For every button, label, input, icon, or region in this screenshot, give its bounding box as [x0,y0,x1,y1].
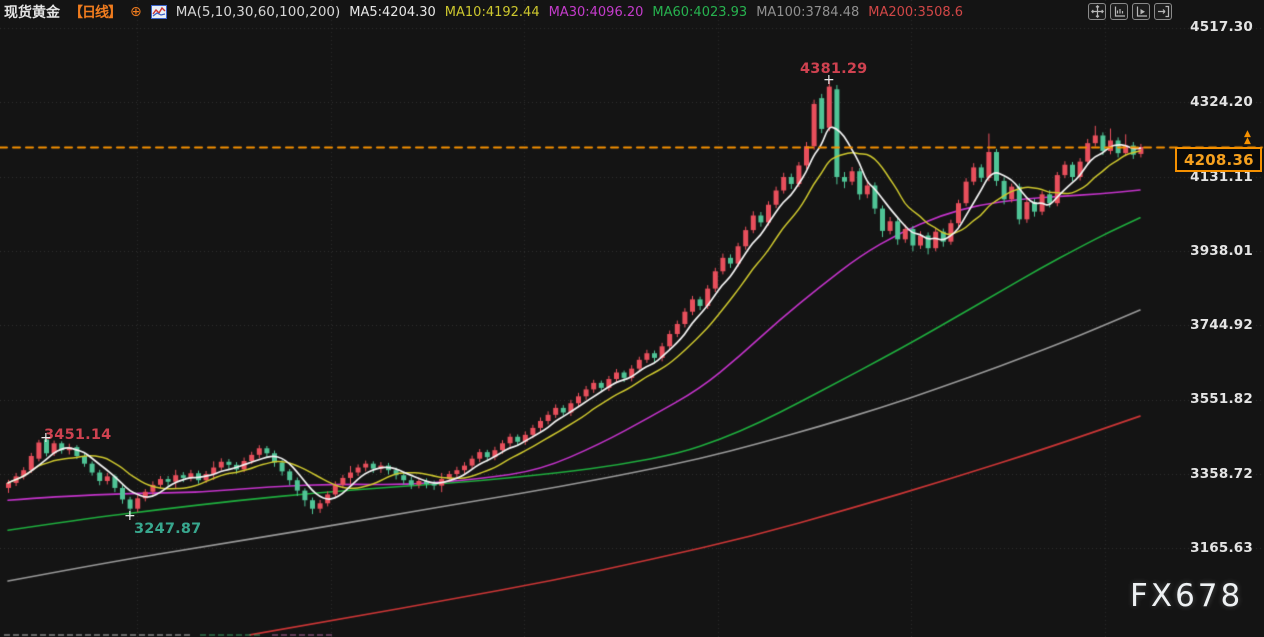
indicator-chart-icon[interactable] [150,5,167,19]
peak-marker-icon [823,73,835,87]
y-axis-label: 4517.30 [1190,19,1253,35]
ma-formula-label: MA(5,10,30,60,100,200) [175,4,341,20]
ma60-value: MA60:4023.93 [652,4,748,20]
ma200-value: MA200:3508.6 [868,4,964,20]
exit-view-button[interactable] [1154,3,1172,20]
current-price-badge: 4208.36 [1175,147,1262,172]
left-low-marker-icon [124,509,136,523]
axis-scale-button[interactable] [1110,3,1128,20]
circle-plus-icon[interactable]: ⊕ [130,4,142,20]
period-label: 【日线】 [69,5,122,21]
left-high-marker-icon [40,431,52,445]
price-up-arrows-icon [1244,131,1251,145]
ma100-value: MA100:3784.48 [756,4,860,20]
axis-play-button[interactable] [1132,3,1150,20]
y-axis-label: 4131.11 [1190,169,1253,185]
y-axis-label: 3165.63 [1190,540,1253,556]
y-axis-label: 4324.20 [1190,94,1253,110]
annotation-peak-price: 4381.29 [800,61,868,77]
annotation-left-low: 3247.87 [134,521,202,537]
ma30-value: MA30:4096.20 [548,4,644,20]
fx678-watermark: FX678 [1130,578,1244,614]
y-axis-label: 3551.82 [1190,391,1253,407]
pan-crosshair-button[interactable] [1088,3,1106,20]
ma10-value: MA10:4192.44 [444,4,540,20]
annotation-left-high: 3451.14 [44,427,112,443]
symbol-title: 现货黄金 [4,5,60,21]
chart-toolbar [1088,3,1172,20]
ma5-value: MA5:4204.30 [349,4,436,20]
y-axis-label: 3744.92 [1190,317,1253,333]
chart-legend-bar: 现货黄金 【日线】 ⊕ MA(5,10,30,60,100,200) MA5:4… [4,2,963,22]
y-axis-label: 3938.01 [1190,243,1253,259]
y-axis-label: 3358.72 [1190,466,1253,482]
